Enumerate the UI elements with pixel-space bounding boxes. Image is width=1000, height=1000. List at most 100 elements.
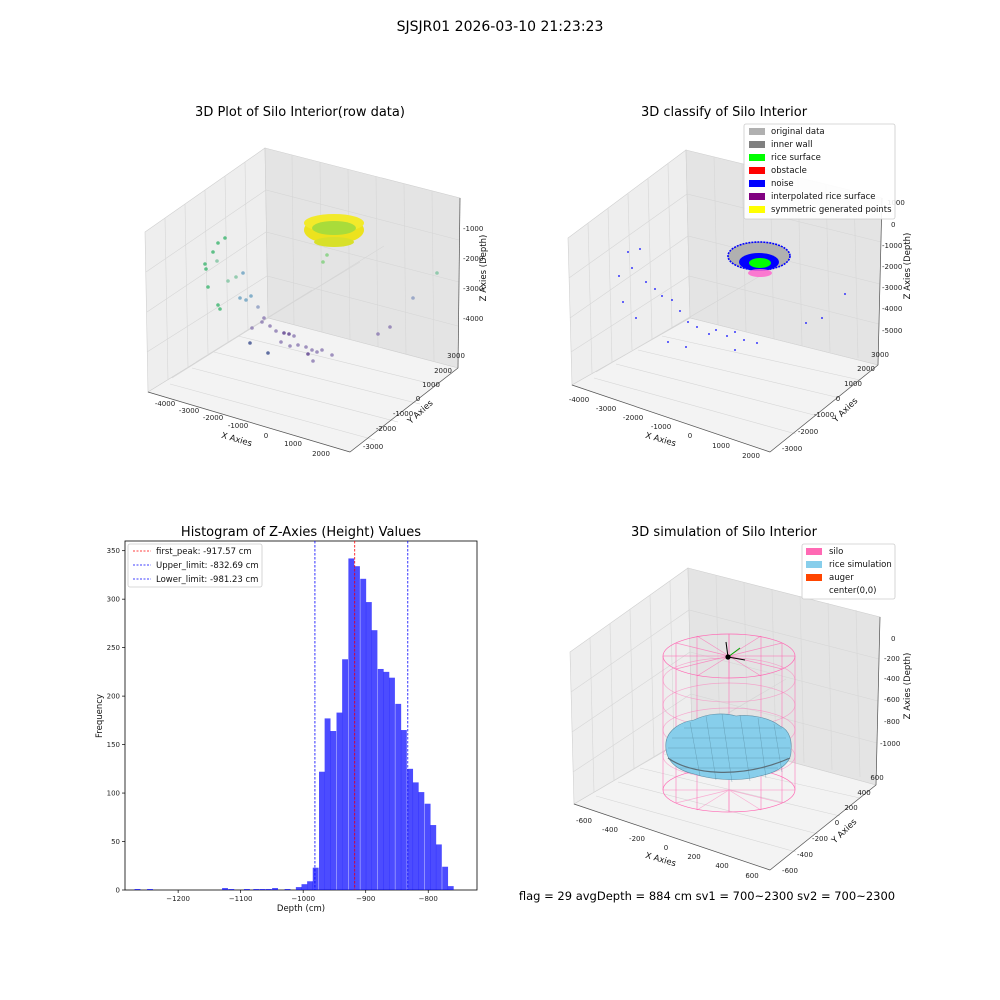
classify-legend-label: symmetric generated points bbox=[771, 205, 892, 215]
classify-x-tick: 0 bbox=[688, 432, 692, 440]
classify-legend-label: rice surface bbox=[771, 153, 821, 163]
rice-surface-edge bbox=[667, 757, 791, 773]
simulation-z-tick: 0 bbox=[891, 635, 895, 643]
classify-3d-noise-points bbox=[618, 248, 846, 351]
classify-3d-axis-z bbox=[877, 197, 883, 366]
histogram-y-tick-label: 150 bbox=[107, 741, 120, 749]
histogram-bar bbox=[383, 671, 390, 890]
noise-point bbox=[726, 335, 728, 337]
raw-point bbox=[256, 305, 260, 309]
simulation-y-tick: 200 bbox=[844, 804, 857, 812]
simulation-legend-swatch bbox=[806, 561, 822, 568]
interpolated-rice-patch bbox=[748, 269, 772, 277]
noise-point bbox=[627, 251, 629, 253]
raw-y-tick: 3000 bbox=[447, 352, 465, 360]
classify-y-tick: -2000 bbox=[798, 428, 818, 436]
histogram-x-tick-label: −1200 bbox=[166, 895, 190, 903]
simulation-y-tick: 0 bbox=[835, 819, 839, 827]
histogram-x-tick-label: −800 bbox=[419, 895, 438, 903]
histogram-bars bbox=[134, 558, 454, 890]
histogram-bar bbox=[395, 703, 402, 890]
histogram-bar bbox=[354, 566, 360, 890]
simulation-3d-title: 3D simulation of Silo Interior bbox=[631, 525, 818, 540]
simulation-x-tick: -200 bbox=[629, 835, 645, 843]
raw-point bbox=[234, 275, 238, 279]
panel-histogram: Histogram of Z-Axies (Height) Values 0 50… bbox=[95, 525, 478, 914]
histogram-legend-label: Lower_limit: -981.23 cm bbox=[156, 575, 258, 585]
histogram-bar bbox=[371, 630, 378, 890]
simulation-3d-axis-z bbox=[875, 616, 881, 786]
panel-classify-3d: 3D classify of Silo Interior bbox=[567, 105, 913, 460]
silo-bottom-spokes bbox=[663, 789, 795, 812]
auger-axis-x bbox=[727, 656, 746, 661]
raw-z-label: Z Axies (Depth) bbox=[479, 235, 489, 302]
classify-legend-swatch bbox=[749, 206, 765, 213]
noise-point bbox=[631, 267, 633, 269]
raw-point bbox=[311, 359, 315, 363]
histogram-y-ticks: 0 50 100 150 200 250 300 350 bbox=[107, 547, 125, 895]
histogram-y-label: Frequency bbox=[95, 694, 105, 738]
raw-point bbox=[241, 271, 245, 275]
histogram-bar bbox=[259, 889, 266, 890]
histogram-bar bbox=[424, 803, 431, 890]
simulation-legend-swatch bbox=[806, 574, 822, 581]
raw-point bbox=[248, 341, 252, 345]
classify-legend-box bbox=[743, 123, 896, 220]
raw-3d-surface-ring bbox=[304, 214, 364, 247]
noise-point bbox=[844, 293, 846, 295]
raw-point bbox=[238, 296, 242, 300]
raw-point bbox=[216, 241, 220, 245]
simulation-3d-axis-x bbox=[573, 803, 771, 871]
simulation-y-tick: 600 bbox=[870, 774, 883, 782]
raw-3d-title: 3D Plot of Silo Interior(row data) bbox=[195, 105, 405, 120]
raw-point bbox=[296, 343, 300, 347]
raw-y-tick: -2000 bbox=[376, 425, 396, 433]
classify-legend: original data inner wall rice surface ob… bbox=[743, 123, 896, 220]
histogram-bar bbox=[365, 602, 372, 890]
noise-point bbox=[734, 331, 736, 333]
classify-y-tick: 2000 bbox=[857, 365, 875, 373]
raw-point bbox=[411, 296, 415, 300]
classify-legend-swatch bbox=[749, 154, 765, 161]
classify-y-tick: 0 bbox=[836, 395, 840, 403]
raw-point bbox=[320, 348, 324, 352]
simulation-z-tick: -400 bbox=[884, 675, 900, 683]
classify-y-tick: 3000 bbox=[871, 351, 889, 359]
histogram-y-tick-label: 50 bbox=[111, 838, 120, 846]
noise-point bbox=[715, 329, 717, 331]
histogram-bar bbox=[330, 731, 337, 890]
raw-y-tick: -3000 bbox=[363, 443, 383, 451]
raw-point bbox=[325, 253, 329, 257]
histogram-bar bbox=[412, 782, 419, 890]
histogram-bar bbox=[348, 558, 355, 890]
simulation-3d-x-ticks: -600 -400 -200 0 200 400 600 bbox=[576, 817, 759, 880]
simulation-legend-swatch bbox=[806, 548, 822, 555]
raw-point bbox=[206, 285, 210, 289]
histogram-bar bbox=[342, 659, 349, 890]
raw-point bbox=[330, 353, 334, 357]
noise-point bbox=[635, 317, 637, 319]
histogram-bar bbox=[435, 844, 442, 890]
simulation-x-tick: -400 bbox=[602, 826, 618, 834]
raw-point bbox=[204, 267, 208, 271]
raw-x-label: X Axies bbox=[220, 431, 253, 449]
rice-surface-mesh bbox=[665, 713, 792, 780]
simulation-y-tick: -200 bbox=[812, 835, 828, 843]
raw-3d-axis-x bbox=[147, 391, 351, 453]
classify-x-tick: -1000 bbox=[651, 423, 671, 431]
histogram-bar bbox=[134, 889, 141, 890]
raw-y-tick: 0 bbox=[416, 395, 420, 403]
classify-y-tick: -1000 bbox=[814, 411, 834, 419]
histogram-x-label: Depth (cm) bbox=[277, 904, 325, 914]
raw-3d-scatter-points bbox=[203, 236, 439, 363]
classify-z-label: Z Axies (Depth) bbox=[903, 233, 913, 300]
simulation-z-label: Z Axies (Depth) bbox=[903, 653, 913, 720]
histogram-y-tick-label: 300 bbox=[107, 596, 120, 604]
histogram-bar bbox=[407, 768, 414, 890]
classify-3d-axis-x bbox=[571, 384, 771, 453]
classify-x-tick: -4000 bbox=[569, 396, 589, 404]
histogram-bar bbox=[430, 825, 437, 890]
histogram-bar bbox=[272, 888, 278, 890]
noise-point bbox=[687, 321, 689, 323]
raw-point bbox=[310, 348, 314, 352]
